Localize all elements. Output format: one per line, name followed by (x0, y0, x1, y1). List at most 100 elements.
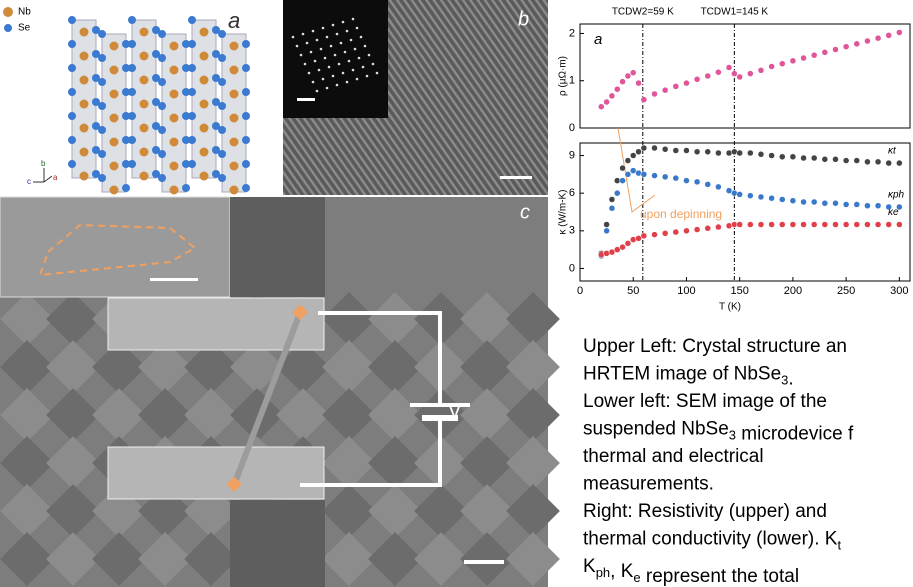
caption-line: HRTEM image of NbSe3. (583, 364, 794, 390)
nb-atom (230, 162, 239, 171)
spot (304, 63, 307, 66)
x-tick-label: 200 (784, 285, 802, 297)
data-point (705, 149, 711, 155)
data-point (673, 175, 679, 181)
caption-text: . (788, 369, 793, 390)
data-point (620, 79, 626, 85)
data-point (843, 222, 849, 228)
data-point (620, 178, 626, 184)
x-tick-label: 50 (627, 285, 639, 297)
spot (326, 87, 329, 90)
se-atom (188, 112, 196, 120)
data-point (875, 203, 881, 209)
se-atom (218, 126, 226, 134)
data-point (705, 225, 711, 231)
se-atom (68, 40, 76, 48)
data-point (604, 222, 610, 228)
nb-atom (230, 114, 239, 123)
data-point (620, 165, 626, 171)
nb-atom (170, 66, 179, 75)
spot (312, 30, 315, 33)
data-point (625, 171, 631, 177)
x-tick-label: 150 (730, 285, 748, 297)
data-point (758, 194, 764, 200)
data-point (769, 222, 775, 228)
data-point (843, 158, 849, 164)
data-point (652, 145, 658, 151)
axis-a: a (53, 173, 58, 182)
data-point (726, 150, 732, 156)
spot (348, 60, 351, 63)
nb-atom (80, 124, 89, 133)
nb-atom (80, 172, 89, 181)
data-point (625, 73, 631, 79)
spot (336, 84, 339, 87)
spot (316, 39, 319, 42)
nb-atom (140, 124, 149, 133)
se-atom (218, 174, 226, 182)
series-label: κph (888, 190, 905, 201)
data-point (604, 228, 610, 234)
data-point (801, 222, 807, 228)
data-point (630, 70, 636, 76)
y-tick-label: 3 (569, 225, 575, 237)
caption-line: Lower left: SEM image of the (583, 391, 827, 412)
sem-inset (0, 197, 230, 297)
se-atom (122, 184, 130, 192)
transition-label: TCDW1=145 K (701, 7, 769, 18)
panel-label: a (594, 31, 602, 48)
spot (338, 63, 341, 66)
data-point (715, 224, 721, 230)
data-point (737, 150, 743, 156)
data-point (832, 200, 838, 206)
series-label: κe (888, 207, 899, 218)
spot (336, 33, 339, 36)
caption-text: microdevice f (736, 424, 854, 445)
data-point (683, 80, 689, 86)
data-point (715, 184, 721, 190)
nb-atom (140, 100, 149, 109)
se-atom (68, 88, 76, 96)
x-tick-label: 250 (837, 285, 855, 297)
caption-text: , K (610, 561, 634, 582)
x-tick-label: 100 (677, 285, 695, 297)
nb-atom (170, 186, 179, 195)
data-point (854, 201, 860, 207)
spot (356, 27, 359, 30)
data-point (875, 35, 881, 41)
se-atom (68, 16, 76, 24)
voltage-label: V (448, 400, 462, 422)
data-point (811, 52, 817, 58)
nb-atom (80, 28, 89, 37)
data-point (614, 190, 620, 196)
spot (328, 66, 331, 69)
nb-atom (230, 66, 239, 75)
nb-atom (80, 100, 89, 109)
se-atom (218, 78, 226, 86)
nb-atom (200, 148, 209, 157)
se-atom (128, 40, 136, 48)
spot (366, 75, 369, 78)
nb-atom (140, 76, 149, 85)
spot (302, 33, 305, 36)
caption-text: HRTEM image of NbSe (583, 364, 781, 385)
axis-b: b (41, 159, 46, 168)
se-atom (182, 184, 190, 192)
spot (342, 21, 345, 24)
data-point (636, 80, 642, 86)
se-atom (188, 40, 196, 48)
se-atom (128, 112, 136, 120)
spot (330, 45, 333, 48)
data-point (662, 230, 668, 236)
spot (326, 36, 329, 39)
annotation: upon depinning (640, 207, 722, 221)
spot (300, 54, 303, 57)
se-atom (128, 136, 136, 144)
nb-atom (230, 42, 239, 51)
caption-text: thermal conductivity (lower). K (583, 529, 838, 550)
se-atom (242, 160, 250, 168)
data-point (620, 244, 626, 250)
data-point (694, 179, 700, 185)
nb-atom (200, 124, 209, 133)
data-point (636, 170, 642, 176)
